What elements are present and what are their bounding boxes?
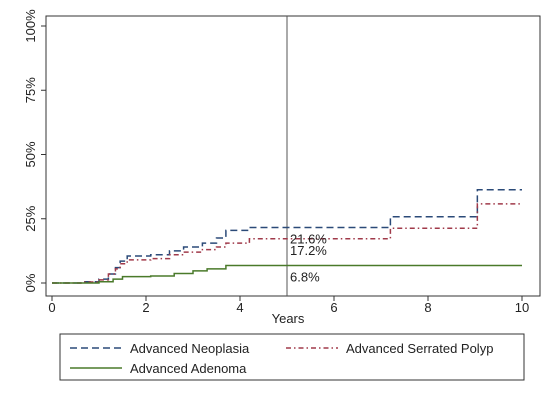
plot-frame xyxy=(45,15,541,297)
y-tick-label: 25% xyxy=(23,205,38,231)
x-axis: 0 2 4 6 8 10 xyxy=(48,296,529,315)
series-layer xyxy=(52,188,522,284)
series-line-2 xyxy=(52,264,522,284)
y-tick-label: 0% xyxy=(23,273,38,292)
annotation-label-2: 6.8% xyxy=(290,270,320,285)
annotation-label-0: 21.6% xyxy=(290,231,327,246)
x-tick-label: 0 xyxy=(48,300,55,315)
legend-label-1: Advanced Serrated Polyp xyxy=(346,341,493,356)
legend: Advanced Neoplasia Advanced Serrated Poly… xyxy=(70,341,493,376)
y-tick-label: 50% xyxy=(23,141,38,167)
y-tick-label: 100% xyxy=(23,9,38,43)
x-tick-label: 10 xyxy=(515,300,529,315)
series-line-1 xyxy=(52,203,522,284)
legend-box xyxy=(59,333,525,381)
x-tick-label: 2 xyxy=(142,300,149,315)
series-line-0 xyxy=(52,188,522,284)
y-axis: 0% 25% 50% 75% 100% xyxy=(23,9,46,292)
annotation-label-1: 17.2% xyxy=(290,243,327,258)
x-tick-label: 6 xyxy=(330,300,337,315)
x-axis-title: Years xyxy=(272,311,305,326)
x-tick-label: 8 xyxy=(424,300,431,315)
annotation-layer: 21.6%17.2% 6.8% xyxy=(290,231,327,284)
legend-label-2: Advanced Adenoma xyxy=(130,361,247,376)
x-tick-label: 4 xyxy=(236,300,243,315)
legend-label-0: Advanced Neoplasia xyxy=(130,341,250,356)
y-tick-label: 75% xyxy=(23,77,38,103)
